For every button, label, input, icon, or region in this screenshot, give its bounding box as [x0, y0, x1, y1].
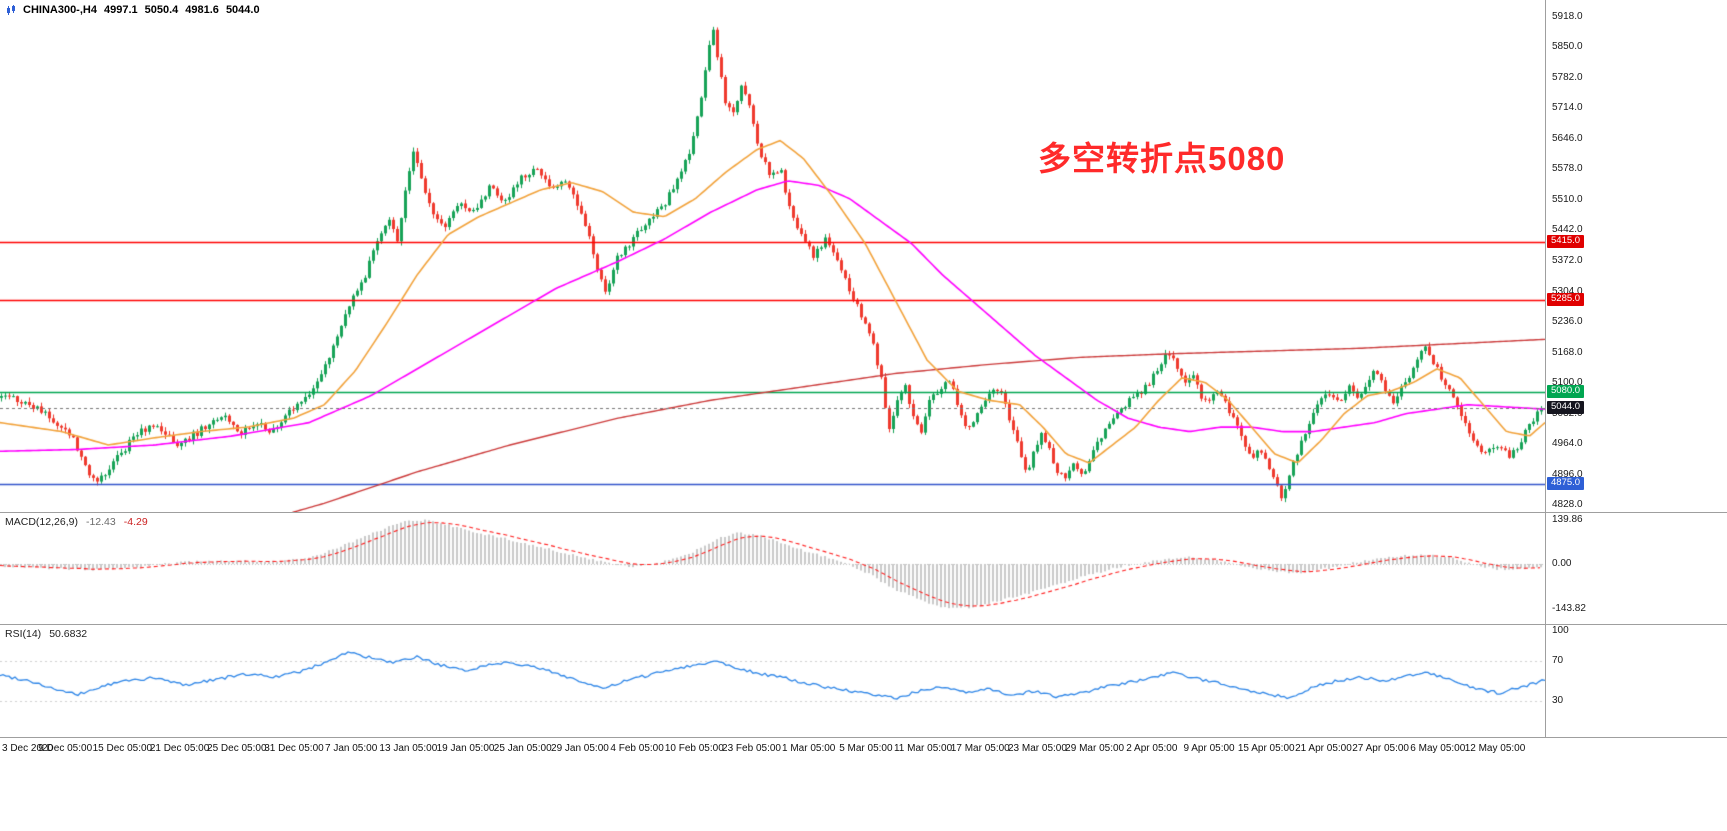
rsi-canvas[interactable]	[0, 625, 1545, 738]
current-price-label: 5044.0	[1547, 401, 1585, 415]
time-axis-label: 25 Dec 05:00	[207, 743, 267, 754]
macd-label: MACD(12,26,9) -12.43 -4.29	[5, 516, 148, 528]
ohlc-high: 5050.4	[144, 4, 179, 16]
macd-axis-label: 0.00	[1552, 558, 1572, 569]
macd-axis[interactable]: 139.86 0.00 -143.82	[1545, 513, 1727, 624]
rsi-label: RSI(14) 50.6832	[5, 628, 87, 640]
time-axis-label: 2 Apr 05:00	[1126, 743, 1178, 754]
ohlc-low: 4981.6	[185, 4, 219, 16]
rsi-axis-label: 30	[1552, 695, 1564, 706]
time-axis-label: 13 Jan 05:00	[379, 743, 438, 754]
price-tick-label: 5782.0	[1552, 71, 1583, 83]
time-axis-label: 7 Jan 05:00	[325, 743, 378, 754]
chart-icon	[7, 5, 15, 15]
price-tick-label: 5918.0	[1552, 11, 1583, 22]
price-tick-label: 5578.0	[1552, 163, 1583, 175]
hline-price-label: 5080.0	[1547, 385, 1585, 399]
price-tick-label: 5850.0	[1552, 41, 1583, 53]
time-axis-label: 1 Mar 05:00	[782, 743, 836, 754]
rsi-value: 50.6832	[49, 628, 88, 640]
time-axis-label: 6 May 05:00	[1410, 743, 1466, 754]
time-axis-label: 17 Mar 05:00	[950, 743, 1010, 754]
time-axis-label: 25 Jan 05:00	[493, 743, 552, 754]
price-tick-label: 4896.0	[1552, 468, 1583, 480]
price-tick-label: 5714.0	[1552, 102, 1583, 114]
hline-price-label: 4875.0	[1547, 476, 1585, 490]
time-axis-label: 21 Apr 05:00	[1295, 743, 1352, 754]
time-axis-label: 15 Apr 05:00	[1237, 743, 1295, 754]
time-axis-label: 11 Mar 05:00	[893, 743, 953, 754]
hline-price-label: 5285.0	[1547, 293, 1585, 307]
time-axis-label: 27 Apr 05:00	[1352, 743, 1409, 754]
time-axis-label: 15 Dec 05:00	[92, 743, 153, 754]
time-axis-label: 3 Dec 2020	[2, 743, 54, 754]
time-axis-label: 12 May 05:00	[1464, 743, 1526, 754]
macd-panel: MACD(12,26,9) -12.43 -4.29 139.86 0.00 -14…	[0, 512, 1727, 625]
price-tick-label: 5304.0	[1552, 285, 1583, 297]
time-axis-label: 29 Mar 05:00	[1065, 743, 1125, 754]
rsi-title: RSI(14)	[5, 628, 42, 640]
price-axis[interactable]: 5918.0 5850.0 5782.0 5714.0 5646.0 5578.0 5510…	[1545, 0, 1727, 512]
time-axis-label: 9 Apr 05:00	[1183, 743, 1235, 754]
price-tick-label: 4964.0	[1552, 438, 1583, 450]
rsi-axis[interactable]: 100 70 30	[1545, 625, 1727, 737]
time-axis-label: 19 Jan 05:00	[436, 743, 495, 754]
rsi-panel: RSI(14) 50.6832 100 70 30	[0, 624, 1727, 738]
macd-title: MACD(12,26,9)	[5, 516, 78, 528]
time-axis-label: 21 Dec 05:00	[149, 743, 210, 754]
price-tick-label: 5236.0	[1552, 316, 1583, 328]
symbol-name: CHINA300-,H4	[23, 4, 97, 16]
price-tick-label: 5100.0	[1552, 377, 1583, 389]
price-tick-label: 5510.0	[1552, 193, 1583, 205]
price-tick-label: 4828.0	[1552, 499, 1583, 510]
time-axis-label: 4 Feb 05:00	[610, 743, 664, 754]
candlestick-chart-canvas[interactable]	[0, 0, 1545, 512]
main-chart-panel: CHINA300-,H4 4997.1 5050.4 4981.6 5044.0…	[0, 0, 1727, 512]
rsi-axis-label: 100	[1552, 625, 1569, 636]
annotation-text: 多空转折点5080	[1038, 140, 1286, 177]
price-tick-label: 5442.0	[1552, 224, 1583, 236]
time-axis-label: 9 Dec 05:00	[38, 743, 93, 754]
hline-price-label: 5415.0	[1547, 235, 1585, 249]
time-axis-label: 10 Feb 05:00	[664, 743, 724, 754]
ohlc-open: 4997.1	[103, 4, 138, 16]
macd-canvas[interactable]	[0, 513, 1545, 625]
price-tick-label: 5646.0	[1552, 132, 1583, 144]
time-axis-label: 23 Feb 05:00	[722, 743, 781, 754]
macd-axis-label: 139.86	[1552, 514, 1583, 526]
time-axis-label: 5 Mar 05:00	[839, 743, 893, 754]
symbol-info: CHINA300-,H4 4997.1 5050.4 4981.6 5044.0	[6, 4, 260, 16]
price-tick-label: 5372.0	[1552, 255, 1583, 267]
rsi-axis-label: 70	[1552, 655, 1564, 666]
macd-axis-label: -143.82	[1552, 603, 1586, 614]
time-axis-label: 23 Mar 05:00	[1007, 743, 1067, 754]
macd-value-signal: -4.29	[123, 516, 148, 528]
macd-value-main: -12.43	[85, 516, 116, 528]
price-tick-label: 5168.0	[1552, 346, 1583, 358]
time-axis-label: 29 Jan 05:00	[551, 743, 609, 754]
time-axis[interactable]: 3 Dec 2020 9 Dec 05:00 15 Dec 05:00 21 Dec …	[0, 737, 1727, 764]
time-axis-label: 31 Dec 05:00	[264, 743, 324, 754]
ohlc-close: 5044.0	[225, 4, 260, 16]
